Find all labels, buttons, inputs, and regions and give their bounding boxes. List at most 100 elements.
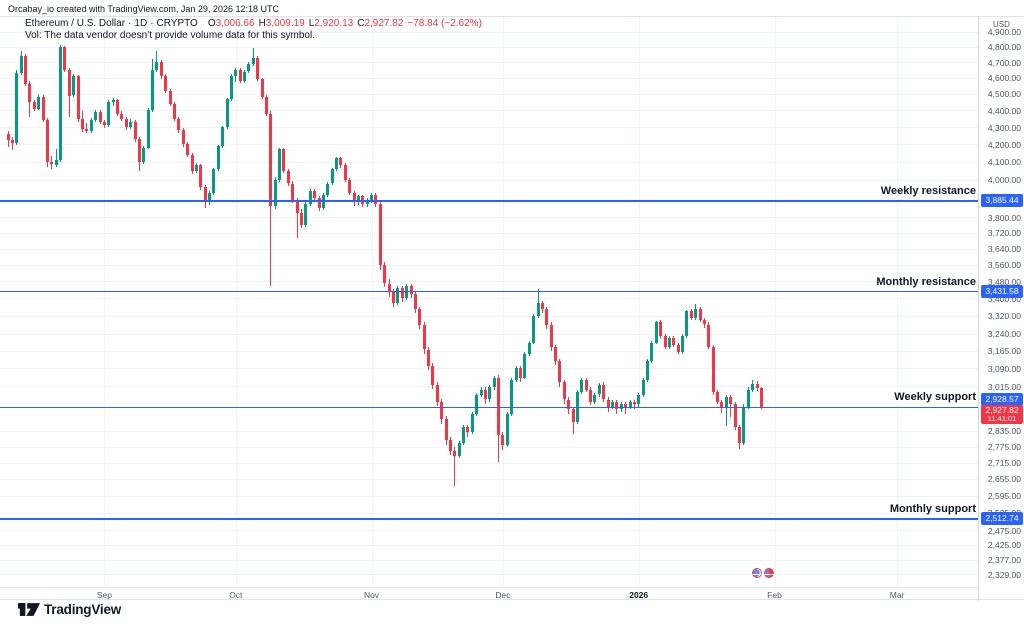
- candle-body: [221, 127, 225, 146]
- price-tick-label: 2,377.00: [987, 555, 1021, 565]
- candle-body: [475, 394, 479, 415]
- candle-body: [300, 213, 303, 225]
- candle-body: [343, 165, 347, 180]
- candle-body: [190, 154, 194, 171]
- level-line[interactable]: [0, 290, 978, 293]
- candle-body: [94, 111, 98, 121]
- candle-body: [67, 70, 71, 96]
- level-line[interactable]: [0, 406, 978, 408]
- high-value: 3,009.19: [265, 18, 305, 29]
- candle-body: [519, 368, 522, 378]
- candle-body: [702, 320, 706, 325]
- calendar-event-icon[interactable]: [752, 568, 762, 578]
- high-label: H: [258, 18, 266, 29]
- candle-body: [177, 118, 181, 131]
- candle-body: [374, 194, 378, 204]
- candle-body: [137, 139, 141, 162]
- candle-body: [361, 196, 365, 204]
- candle-body: [37, 96, 41, 109]
- legend-separator: ·: [128, 18, 132, 29]
- candle-body: [317, 198, 321, 208]
- price-tick-label: 3,320.00: [987, 311, 1021, 322]
- horizontal-gridline: [0, 264, 978, 266]
- horizontal-gridline: [0, 386, 978, 387]
- horizontal-gridline: [0, 248, 978, 250]
- candle-body: [510, 380, 514, 415]
- candle-body: [326, 183, 330, 195]
- candle-body: [378, 203, 382, 265]
- candle-body: [707, 324, 711, 348]
- candle-wick: [86, 122, 88, 134]
- candle-body: [488, 387, 492, 400]
- candle-body: [72, 76, 76, 96]
- legend-symbol-row: Ethereum / U.S. Dollar · 1D · CRYPTO O3,006.6…: [25, 18, 482, 29]
- candle-body: [234, 70, 238, 77]
- price-tick-label: 2,835.00: [987, 426, 1021, 437]
- candle-body: [632, 401, 636, 405]
- horizontal-gridline: [0, 179, 978, 181]
- tradingview-logo-text: TradingView: [44, 602, 122, 617]
- level-line[interactable]: [0, 518, 978, 520]
- candle-body: [654, 322, 658, 343]
- horizontal-gridline: [0, 478, 978, 480]
- candle-body: [615, 401, 619, 410]
- chart-plot-area[interactable]: Ethereum / U.S. Dollar · 1D · CRYPTO O3,006.6…: [0, 17, 978, 587]
- vertical-gridline: [774, 17, 776, 587]
- candle-body: [45, 120, 49, 162]
- candle-wick: [454, 447, 456, 486]
- candle-body: [330, 168, 334, 184]
- time-axis[interactable]: Sep Oct Nov Dec 2026 Feb Mar: [0, 587, 978, 601]
- price-tick-label: 4,200.00: [987, 139, 1021, 150]
- price-tick-label: 2,715.00: [987, 458, 1021, 468]
- ohlc-values: O3,006.66 H3,009.19 L2,920.13 C2,927.82 −78.…: [204, 18, 482, 29]
- candle-wick: [725, 394, 727, 426]
- candle-body: [133, 122, 137, 139]
- candle-body: [181, 130, 185, 145]
- level-price-badge: 3,885.44: [981, 194, 1023, 207]
- close-value: 2,927.82: [364, 18, 404, 29]
- candle-body: [738, 427, 741, 443]
- candle-wick: [633, 399, 635, 410]
- candle-body: [532, 315, 536, 343]
- candle-body: [81, 119, 84, 129]
- price-tick-label: 3,480.00: [987, 276, 1021, 287]
- candle-body: [6, 133, 10, 140]
- candle-body: [278, 149, 282, 180]
- candle-body: [216, 145, 220, 169]
- candle-body: [444, 419, 448, 440]
- candle-body: [313, 190, 317, 199]
- candle-body: [602, 384, 606, 400]
- candle-body: [659, 322, 663, 336]
- candle-body: [470, 414, 474, 433]
- level-label: Weekly resistance: [880, 185, 976, 197]
- candle-body: [146, 110, 150, 148]
- candle-body: [448, 440, 452, 451]
- candle-body: [247, 63, 251, 72]
- horizontal-gridline: [0, 232, 978, 234]
- candle-body: [107, 102, 111, 126]
- candle-body: [624, 404, 628, 407]
- candle-body: [422, 324, 426, 350]
- price-tick-label: 2,425.00: [987, 540, 1021, 551]
- level-line[interactable]: [0, 200, 978, 202]
- legend-separator: ·: [150, 18, 154, 29]
- price-axis[interactable]: USD 4,900.00 4,800.00 4,700.00 4,600.00 4,50…: [978, 17, 1024, 601]
- low-label: L: [308, 18, 315, 29]
- candle-wick: [296, 197, 298, 238]
- candle-body: [356, 196, 360, 202]
- candle-body: [427, 349, 430, 366]
- close-label: C: [357, 18, 365, 29]
- candle-body: [335, 158, 338, 169]
- candle-body: [76, 76, 80, 120]
- price-tick-label: 3,800.00: [987, 212, 1021, 223]
- horizontal-gridline: [0, 127, 978, 128]
- horizontal-gridline: [0, 62, 978, 64]
- horizontal-gridline: [0, 495, 978, 497]
- candle-body: [755, 383, 759, 388]
- candle-body: [98, 111, 102, 122]
- tradingview-logo[interactable]: TradingView: [18, 602, 121, 617]
- calendar-event-icon[interactable]: [764, 568, 774, 578]
- price-tick-label: 2,655.00: [987, 474, 1021, 485]
- horizontal-gridline: [0, 46, 978, 48]
- price-tick-label: 4,800.00: [987, 42, 1021, 53]
